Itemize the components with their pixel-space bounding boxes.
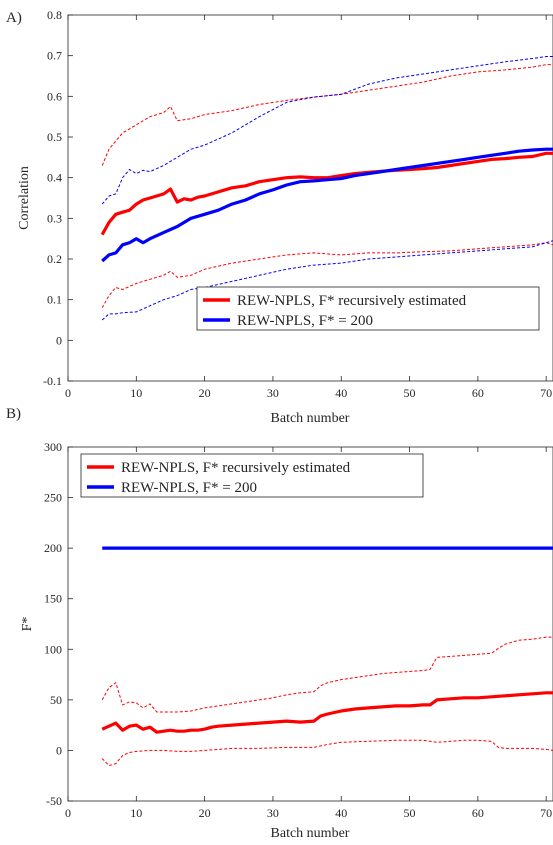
panel-a-series-line-0 xyxy=(100,151,553,236)
panel-a-series-line-3-bound xyxy=(101,56,553,205)
panel-b-legend-label-recursive: REW-NPLS, F* recursively estimated xyxy=(121,460,351,476)
panel-a-x-tick-label: 20 xyxy=(199,386,211,400)
panel-b-x-tick-label: 0 xyxy=(65,806,71,820)
panel-a-series-line-2-bound xyxy=(101,64,553,166)
panel-a-y-tick-label: 0.4 xyxy=(47,171,62,185)
panel-b-x-tick-label: 70 xyxy=(540,806,552,820)
panel-a-label: A) xyxy=(6,10,22,26)
panel-b-x-axis-label: Batch number xyxy=(271,826,350,841)
panel-a-y-tick-label: 0.5 xyxy=(47,130,62,144)
panel-a-y-tick-label: -0.1 xyxy=(43,374,62,388)
panel-a-y-tick-label: 0.3 xyxy=(47,211,62,225)
panel-a-x-tick-label: 70 xyxy=(540,386,552,400)
panel-a-x-axis-label: Batch number xyxy=(271,411,350,426)
panel-a-y-axis-label: Correlation xyxy=(17,166,32,230)
panel-a-y-tick-label: 0.1 xyxy=(47,293,62,307)
panel-b-y-tick-label: 200 xyxy=(44,541,62,555)
panel-a: A) 0 10 20 30 40 50 60 70-0.100.10.20.30.40.50.… xyxy=(6,8,553,426)
panel-b-y-tick-label: 50 xyxy=(50,693,62,707)
panel-b-series-line-0 xyxy=(101,691,553,734)
panel-a-legend-box xyxy=(196,286,540,331)
panel-a-x-tick-label: 30 xyxy=(267,386,279,400)
panel-b-x-tick-label: 50 xyxy=(404,806,416,820)
panel-a-x-tick-label: 50 xyxy=(404,386,416,400)
panel-b-y-tick-label: 150 xyxy=(44,592,62,606)
panel-b-y-axis-label: F* xyxy=(20,617,35,632)
panel-a-x-tick-label: 0 xyxy=(65,386,71,400)
panel-b-label: B) xyxy=(6,406,21,422)
panel-a-legend-label-recursive: REW-NPLS, F* recursively estimated xyxy=(237,293,467,309)
panel-a-series-line-4-bound xyxy=(101,242,553,309)
panel-a-y-tick-label: 0.6 xyxy=(47,89,62,103)
panel-b-y-tick-label: 250 xyxy=(44,491,62,505)
panel-b-x-tick-label: 60 xyxy=(472,806,484,820)
panel-a-series-line-5-bound xyxy=(101,240,553,321)
panel-a-x-tick-label: 10 xyxy=(130,386,142,400)
panel-b-y-tick-label: 0 xyxy=(56,743,62,757)
panel-b-series-line-3-bound xyxy=(101,739,553,767)
panel-a-ticks: 0 10 20 30 40 50 60 70-0.100.10.20.30.40.50.60.… xyxy=(43,8,552,400)
panel-b-x-tick-label: 30 xyxy=(267,806,279,820)
panel-b: B) 0 10 20 30 40 50 60 70-50050100150200250300 … xyxy=(6,406,553,841)
panel-b-x-tick-label: 40 xyxy=(335,806,347,820)
panel-a-y-tick-label: 0.7 xyxy=(47,49,62,63)
panel-a-x-tick-label: 40 xyxy=(335,386,347,400)
panel-a-y-tick-label: 0.8 xyxy=(47,8,62,22)
panel-a-series-line-1 xyxy=(101,147,553,263)
panel-b-x-tick-label: 20 xyxy=(199,806,211,820)
panel-b-legend-label-fixed: REW-NPLS, F* = 200 xyxy=(121,480,257,496)
panel-a-y-tick-label: 0.2 xyxy=(47,252,62,266)
panel-a-series xyxy=(100,56,553,321)
panel-b-legend-box xyxy=(80,453,424,498)
panel-b-series-line-2-bound xyxy=(101,636,553,713)
panel-b-x-tick-label: 10 xyxy=(130,806,142,820)
panel-a-legend: REW-NPLS, F* recursively estimated REW-N… xyxy=(196,286,540,331)
panel-b-legend: REW-NPLS, F* recursively estimated REW-N… xyxy=(80,453,424,498)
panel-b-y-tick-label: -50 xyxy=(46,794,62,808)
panel-a-y-tick-label: 0 xyxy=(56,333,62,347)
panel-a-legend-label-fixed: REW-NPLS, F* = 200 xyxy=(237,313,373,329)
panel-b-y-tick-label: 300 xyxy=(44,440,62,454)
panel-b-series xyxy=(101,546,553,767)
panel-a-x-tick-label: 60 xyxy=(472,386,484,400)
panel-b-y-tick-label: 100 xyxy=(44,642,62,656)
panel-b-axes-box xyxy=(67,446,553,802)
